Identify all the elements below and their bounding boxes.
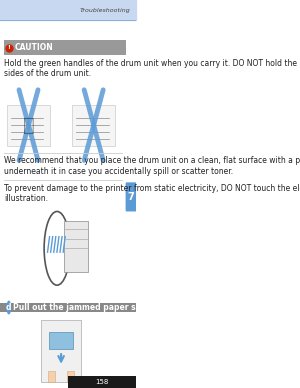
Bar [67, 371, 74, 382]
Text: !: ! [8, 45, 10, 50]
Bar [0, 303, 136, 312]
Bar [68, 376, 136, 388]
Text: 158: 158 [95, 379, 109, 385]
Text: 7: 7 [128, 192, 134, 202]
Text: Pull out the jammed paper slowly.: Pull out the jammed paper slowly. [13, 303, 160, 312]
Bar [72, 105, 116, 146]
Bar [4, 40, 126, 55]
Circle shape [6, 300, 11, 314]
Text: To prevent damage to the printer from static electricity, DO NOT touch the elect: To prevent damage to the printer from st… [4, 184, 300, 203]
Text: Hold the green handles of the drum unit when you carry it. DO NOT hold the sides: Hold the green handles of the drum unit … [4, 59, 297, 78]
Bar [48, 371, 55, 382]
Bar [64, 221, 88, 272]
Bar [7, 105, 50, 146]
Text: 🖨: 🖨 [22, 116, 34, 135]
Bar [0, 0, 136, 20]
FancyBboxPatch shape [126, 182, 136, 211]
Text: CAUTION: CAUTION [14, 43, 53, 52]
Bar [41, 320, 82, 382]
Text: We recommend that you place the drum unit on a clean, flat surface with a piece : We recommend that you place the drum uni… [4, 156, 300, 176]
Text: Troubleshooting: Troubleshooting [80, 8, 130, 12]
Text: d: d [6, 303, 12, 312]
Bar [49, 332, 73, 349]
